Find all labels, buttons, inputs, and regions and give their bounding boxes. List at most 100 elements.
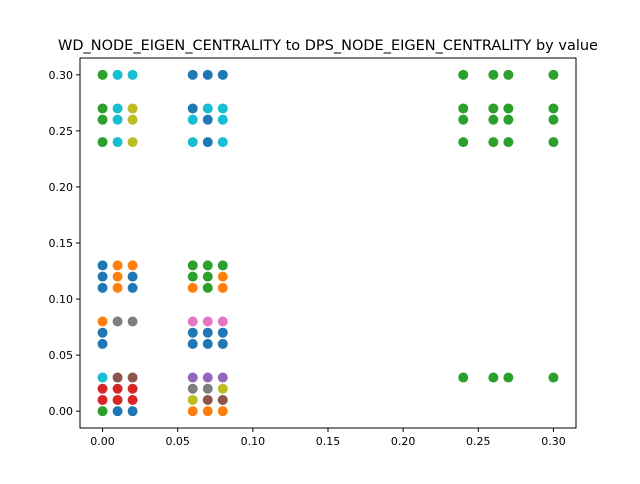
- data-point: [112, 372, 123, 383]
- x-tick-label: 0.00: [90, 435, 115, 448]
- data-point: [217, 114, 228, 125]
- data-point: [488, 103, 499, 114]
- data-point: [127, 103, 138, 114]
- y-tick-label: 0.05: [49, 349, 74, 362]
- data-point: [112, 383, 123, 394]
- data-point: [548, 69, 559, 80]
- data-point: [97, 406, 108, 417]
- data-point: [127, 114, 138, 125]
- data-point: [488, 114, 499, 125]
- data-point: [187, 137, 198, 148]
- data-point: [97, 383, 108, 394]
- chart-title: WD_NODE_EIGEN_CENTRALITY to DPS_NODE_EIG…: [58, 38, 598, 54]
- data-point: [488, 69, 499, 80]
- data-point: [112, 137, 123, 148]
- data-point: [458, 69, 469, 80]
- data-point: [503, 69, 514, 80]
- data-point: [202, 137, 213, 148]
- data-point: [202, 338, 213, 349]
- data-point: [187, 338, 198, 349]
- data-point: [127, 260, 138, 271]
- x-tick-label: 0.20: [391, 435, 416, 448]
- data-point: [127, 69, 138, 80]
- data-point: [97, 394, 108, 405]
- data-point: [488, 137, 499, 148]
- y-tick-label: 0.25: [49, 125, 74, 138]
- data-point: [458, 137, 469, 148]
- data-point: [112, 114, 123, 125]
- data-point: [97, 338, 108, 349]
- data-point: [187, 327, 198, 338]
- data-point: [217, 394, 228, 405]
- data-point: [187, 69, 198, 80]
- data-point: [202, 327, 213, 338]
- data-point: [458, 114, 469, 125]
- data-point: [187, 260, 198, 271]
- data-point: [503, 137, 514, 148]
- data-point: [112, 271, 123, 282]
- data-point: [112, 316, 123, 327]
- data-point: [97, 372, 108, 383]
- x-tick-label: 0.25: [466, 435, 491, 448]
- data-point: [187, 114, 198, 125]
- y-tick-label: 0.20: [49, 181, 74, 194]
- points-layer: [97, 69, 559, 417]
- data-point: [503, 103, 514, 114]
- data-point: [97, 103, 108, 114]
- data-point: [217, 271, 228, 282]
- data-point: [187, 282, 198, 293]
- data-point: [112, 103, 123, 114]
- data-point: [97, 271, 108, 282]
- data-point: [217, 137, 228, 148]
- data-point: [202, 394, 213, 405]
- data-point: [202, 69, 213, 80]
- data-point: [127, 394, 138, 405]
- data-point: [202, 114, 213, 125]
- data-point: [187, 271, 198, 282]
- data-point: [97, 69, 108, 80]
- data-point: [187, 316, 198, 327]
- data-point: [202, 271, 213, 282]
- data-point: [97, 282, 108, 293]
- data-point: [202, 103, 213, 114]
- data-point: [97, 327, 108, 338]
- data-point: [217, 338, 228, 349]
- data-point: [217, 327, 228, 338]
- x-tick-label: 0.05: [165, 435, 190, 448]
- data-point: [202, 372, 213, 383]
- data-point: [187, 394, 198, 405]
- data-point: [548, 114, 559, 125]
- data-point: [112, 260, 123, 271]
- data-point: [127, 282, 138, 293]
- data-point: [503, 372, 514, 383]
- data-point: [97, 316, 108, 327]
- data-point: [112, 394, 123, 405]
- data-point: [217, 406, 228, 417]
- data-point: [112, 282, 123, 293]
- data-point: [127, 383, 138, 394]
- data-point: [127, 406, 138, 417]
- x-tick-label: 0.30: [541, 435, 566, 448]
- y-tick-label: 0.30: [49, 69, 74, 82]
- data-point: [187, 103, 198, 114]
- data-point: [187, 406, 198, 417]
- data-point: [187, 372, 198, 383]
- x-tick-label: 0.10: [241, 435, 266, 448]
- y-axis: 0.00 0.05 0.10 0.15 0.20 0.25 0.30: [49, 69, 80, 418]
- data-point: [217, 372, 228, 383]
- y-tick-label: 0.10: [49, 293, 74, 306]
- data-point: [217, 316, 228, 327]
- data-point: [202, 383, 213, 394]
- data-point: [202, 316, 213, 327]
- data-point: [112, 406, 123, 417]
- y-tick-label: 0.00: [49, 405, 74, 418]
- data-point: [548, 372, 559, 383]
- data-point: [548, 137, 559, 148]
- x-tick-label: 0.15: [316, 435, 341, 448]
- data-point: [202, 406, 213, 417]
- data-point: [127, 316, 138, 327]
- data-point: [548, 103, 559, 114]
- data-point: [112, 69, 123, 80]
